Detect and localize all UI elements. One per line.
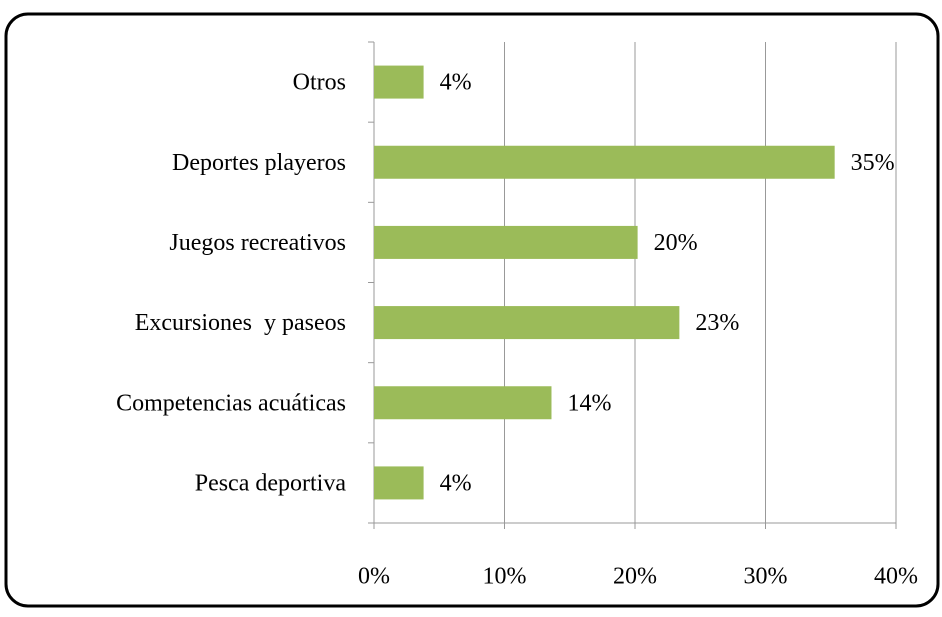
y-tick-label: Deportes playeros (172, 150, 346, 176)
x-tick-label: 0% (358, 564, 390, 590)
y-tick-label: Pesca deportiva (195, 470, 347, 496)
y-tick-label: Juegos recreativos (169, 230, 346, 256)
value-label: 20% (654, 230, 698, 256)
bar (374, 386, 552, 420)
x-tick-label: 20% (613, 564, 657, 590)
x-tick-label: 30% (744, 564, 788, 590)
value-label: 23% (695, 310, 739, 336)
value-label: 4% (440, 70, 472, 96)
bar (374, 306, 680, 340)
value-label: 14% (567, 390, 611, 416)
x-tick-label: 40% (874, 564, 918, 590)
y-tick-label: Competencias acuáticas (116, 390, 346, 416)
y-tick-label: Otros (293, 70, 346, 96)
y-tick-label: Excursiones y paseos (135, 310, 346, 336)
value-label: 35% (851, 150, 895, 176)
bar (374, 225, 638, 259)
value-label: 4% (440, 470, 472, 496)
bar (374, 145, 835, 179)
bar (374, 65, 424, 99)
x-tick-label: 10% (483, 564, 527, 590)
bar (374, 466, 424, 500)
